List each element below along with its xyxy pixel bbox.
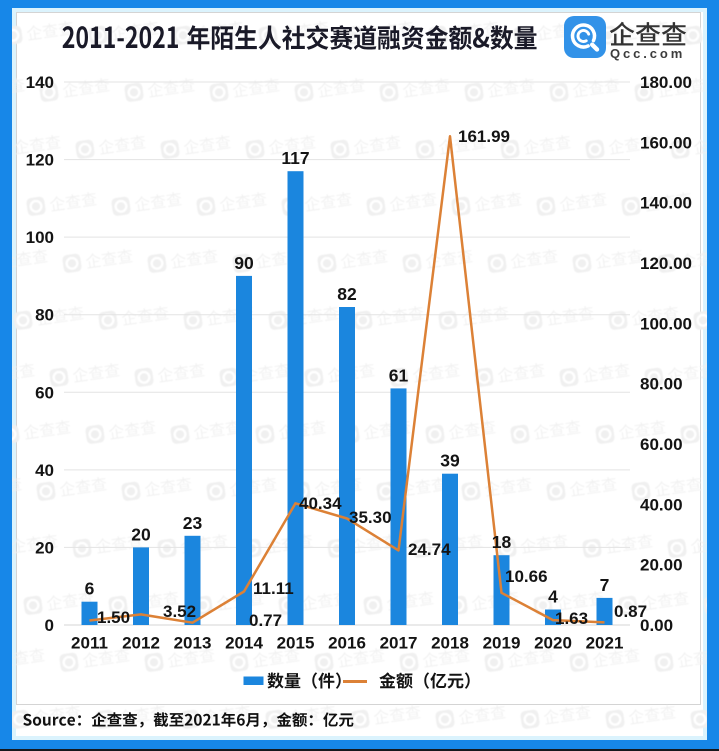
svg-text:61: 61: [389, 365, 409, 385]
svg-text:161.99: 161.99: [458, 127, 510, 146]
svg-text:39: 39: [440, 451, 460, 471]
svg-text:2013: 2013: [174, 634, 212, 653]
svg-text:2012: 2012: [122, 634, 160, 653]
svg-text:2014: 2014: [225, 634, 263, 653]
svg-text:2016: 2016: [328, 634, 366, 653]
svg-text:11.11: 11.11: [253, 579, 294, 598]
svg-text:2018: 2018: [431, 634, 469, 653]
svg-text:60.00: 60.00: [640, 435, 683, 454]
svg-text:40.34: 40.34: [299, 494, 342, 513]
svg-text:1.63: 1.63: [555, 609, 588, 628]
svg-text:140: 140: [26, 73, 54, 92]
svg-text:7: 7: [600, 575, 610, 595]
svg-text:90: 90: [234, 253, 254, 273]
svg-text:2015: 2015: [277, 634, 315, 653]
svg-text:20: 20: [35, 538, 54, 557]
svg-text:80.00: 80.00: [640, 375, 683, 394]
svg-text:2020: 2020: [534, 634, 572, 653]
svg-text:100: 100: [26, 228, 54, 247]
svg-text:2021: 2021: [586, 634, 624, 653]
svg-text:18: 18: [492, 532, 512, 552]
svg-text:Qcc.com: Qcc.com: [610, 46, 685, 61]
svg-text:140.00: 140.00: [640, 194, 692, 213]
svg-text:2019: 2019: [483, 634, 521, 653]
svg-text:35.30: 35.30: [349, 508, 392, 527]
svg-text:23: 23: [183, 513, 203, 533]
svg-text:20.00: 20.00: [640, 556, 683, 575]
svg-text:20: 20: [131, 524, 151, 544]
svg-text:117: 117: [281, 148, 309, 168]
svg-text:6: 6: [85, 579, 95, 599]
svg-text:180.00: 180.00: [640, 73, 692, 92]
svg-text:82: 82: [337, 284, 357, 304]
svg-text:0: 0: [45, 616, 54, 635]
svg-text:24.74: 24.74: [408, 540, 451, 559]
svg-text:4: 4: [548, 586, 558, 606]
svg-text:2017: 2017: [380, 634, 418, 653]
svg-text:10.66: 10.66: [505, 567, 548, 586]
svg-text:40: 40: [35, 461, 54, 480]
svg-text:0.77: 0.77: [249, 611, 282, 630]
svg-text:40.00: 40.00: [640, 495, 683, 514]
svg-text:80: 80: [35, 306, 54, 325]
svg-text:120: 120: [26, 151, 54, 170]
svg-text:1.50: 1.50: [97, 608, 130, 627]
svg-text:2011: 2011: [71, 634, 108, 653]
svg-text:3.52: 3.52: [163, 602, 196, 621]
svg-text:60: 60: [35, 383, 54, 402]
svg-text:120.00: 120.00: [640, 254, 692, 273]
svg-text:100.00: 100.00: [640, 314, 692, 333]
svg-text:0.00: 0.00: [640, 616, 673, 635]
svg-text:0.87: 0.87: [614, 602, 647, 621]
svg-text:160.00: 160.00: [640, 133, 692, 152]
